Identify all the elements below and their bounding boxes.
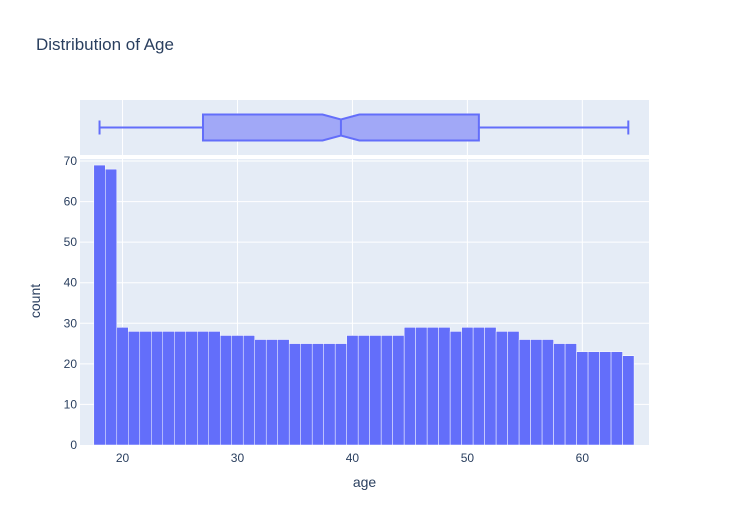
histogram-panel: 20 30 40 50 60 0 10 20 30 40 50 60 70 (64, 154, 649, 465)
histogram-bar (403, 327, 416, 446)
y-axis-ticks: 0 10 20 30 40 50 60 70 (64, 154, 78, 452)
x-tick-label: 20 (116, 451, 130, 465)
histogram-bar (576, 351, 589, 446)
histogram-bar (541, 339, 554, 446)
histogram-bar (380, 335, 393, 446)
x-tick-label: 50 (461, 451, 475, 465)
boxplot-panel (80, 100, 649, 155)
histogram-bar (587, 351, 600, 446)
y-tick-label: 30 (64, 316, 78, 330)
x-tick-label: 30 (231, 451, 245, 465)
histogram-bar (208, 331, 221, 446)
histogram-bar (495, 331, 508, 446)
histogram-bar (128, 331, 141, 446)
histogram-bar (196, 331, 209, 446)
x-tick-label: 40 (346, 451, 360, 465)
histogram-bar (449, 331, 462, 446)
y-tick-label: 0 (70, 438, 77, 452)
histogram-bar (484, 327, 497, 446)
histogram-bar (610, 351, 623, 446)
histogram-bar (357, 335, 370, 446)
histogram-bar (438, 327, 451, 446)
histogram-bar (472, 327, 485, 446)
y-tick-label: 50 (64, 235, 78, 249)
histogram-bar (553, 343, 566, 446)
histogram-bar (369, 335, 382, 446)
histogram-bar (392, 335, 405, 446)
histogram-bar (219, 335, 232, 446)
x-axis-ticks: 20 30 40 50 60 (116, 451, 589, 465)
histogram-bar (300, 343, 313, 446)
histogram-bar (139, 331, 152, 446)
y-tick-label: 60 (64, 195, 78, 209)
histogram-bar (242, 335, 255, 446)
histogram-bar (311, 343, 324, 446)
histogram-bar (334, 343, 347, 446)
histogram-bar (265, 339, 278, 446)
histogram-bar (162, 331, 175, 446)
histogram-bar (507, 331, 520, 446)
histogram-bar (93, 164, 106, 446)
histogram-bar (599, 351, 612, 446)
histogram-bar (426, 327, 439, 446)
y-tick-label: 20 (64, 357, 78, 371)
y-tick-label: 10 (64, 397, 78, 411)
x-tick-label: 60 (576, 451, 590, 465)
histogram-bar (622, 355, 635, 446)
histogram-bar (323, 343, 336, 446)
histogram-bar (231, 335, 244, 446)
histogram-bar (530, 339, 543, 446)
histogram-bar (116, 327, 129, 446)
histogram-bar (105, 168, 118, 446)
y-tick-label: 40 (64, 276, 78, 290)
histogram-bar (174, 331, 187, 446)
boxplot[interactable] (98, 113, 630, 142)
histogram-bar (346, 335, 359, 446)
histogram-bar (277, 339, 290, 446)
y-axis-title: count (27, 284, 43, 318)
histogram-bars (93, 164, 635, 446)
histogram-bar (185, 331, 198, 446)
x-axis-title: age (353, 474, 377, 490)
histogram-bar (288, 343, 301, 446)
histogram-bar (415, 327, 428, 446)
y-tick-label: 70 (64, 154, 78, 168)
histogram-bar (461, 327, 474, 446)
histogram-bar (564, 343, 577, 446)
histogram-bar (151, 331, 164, 446)
histogram-bar (254, 339, 267, 446)
chart-title: Distribution of Age (36, 35, 174, 54)
histogram-bar (518, 339, 531, 446)
